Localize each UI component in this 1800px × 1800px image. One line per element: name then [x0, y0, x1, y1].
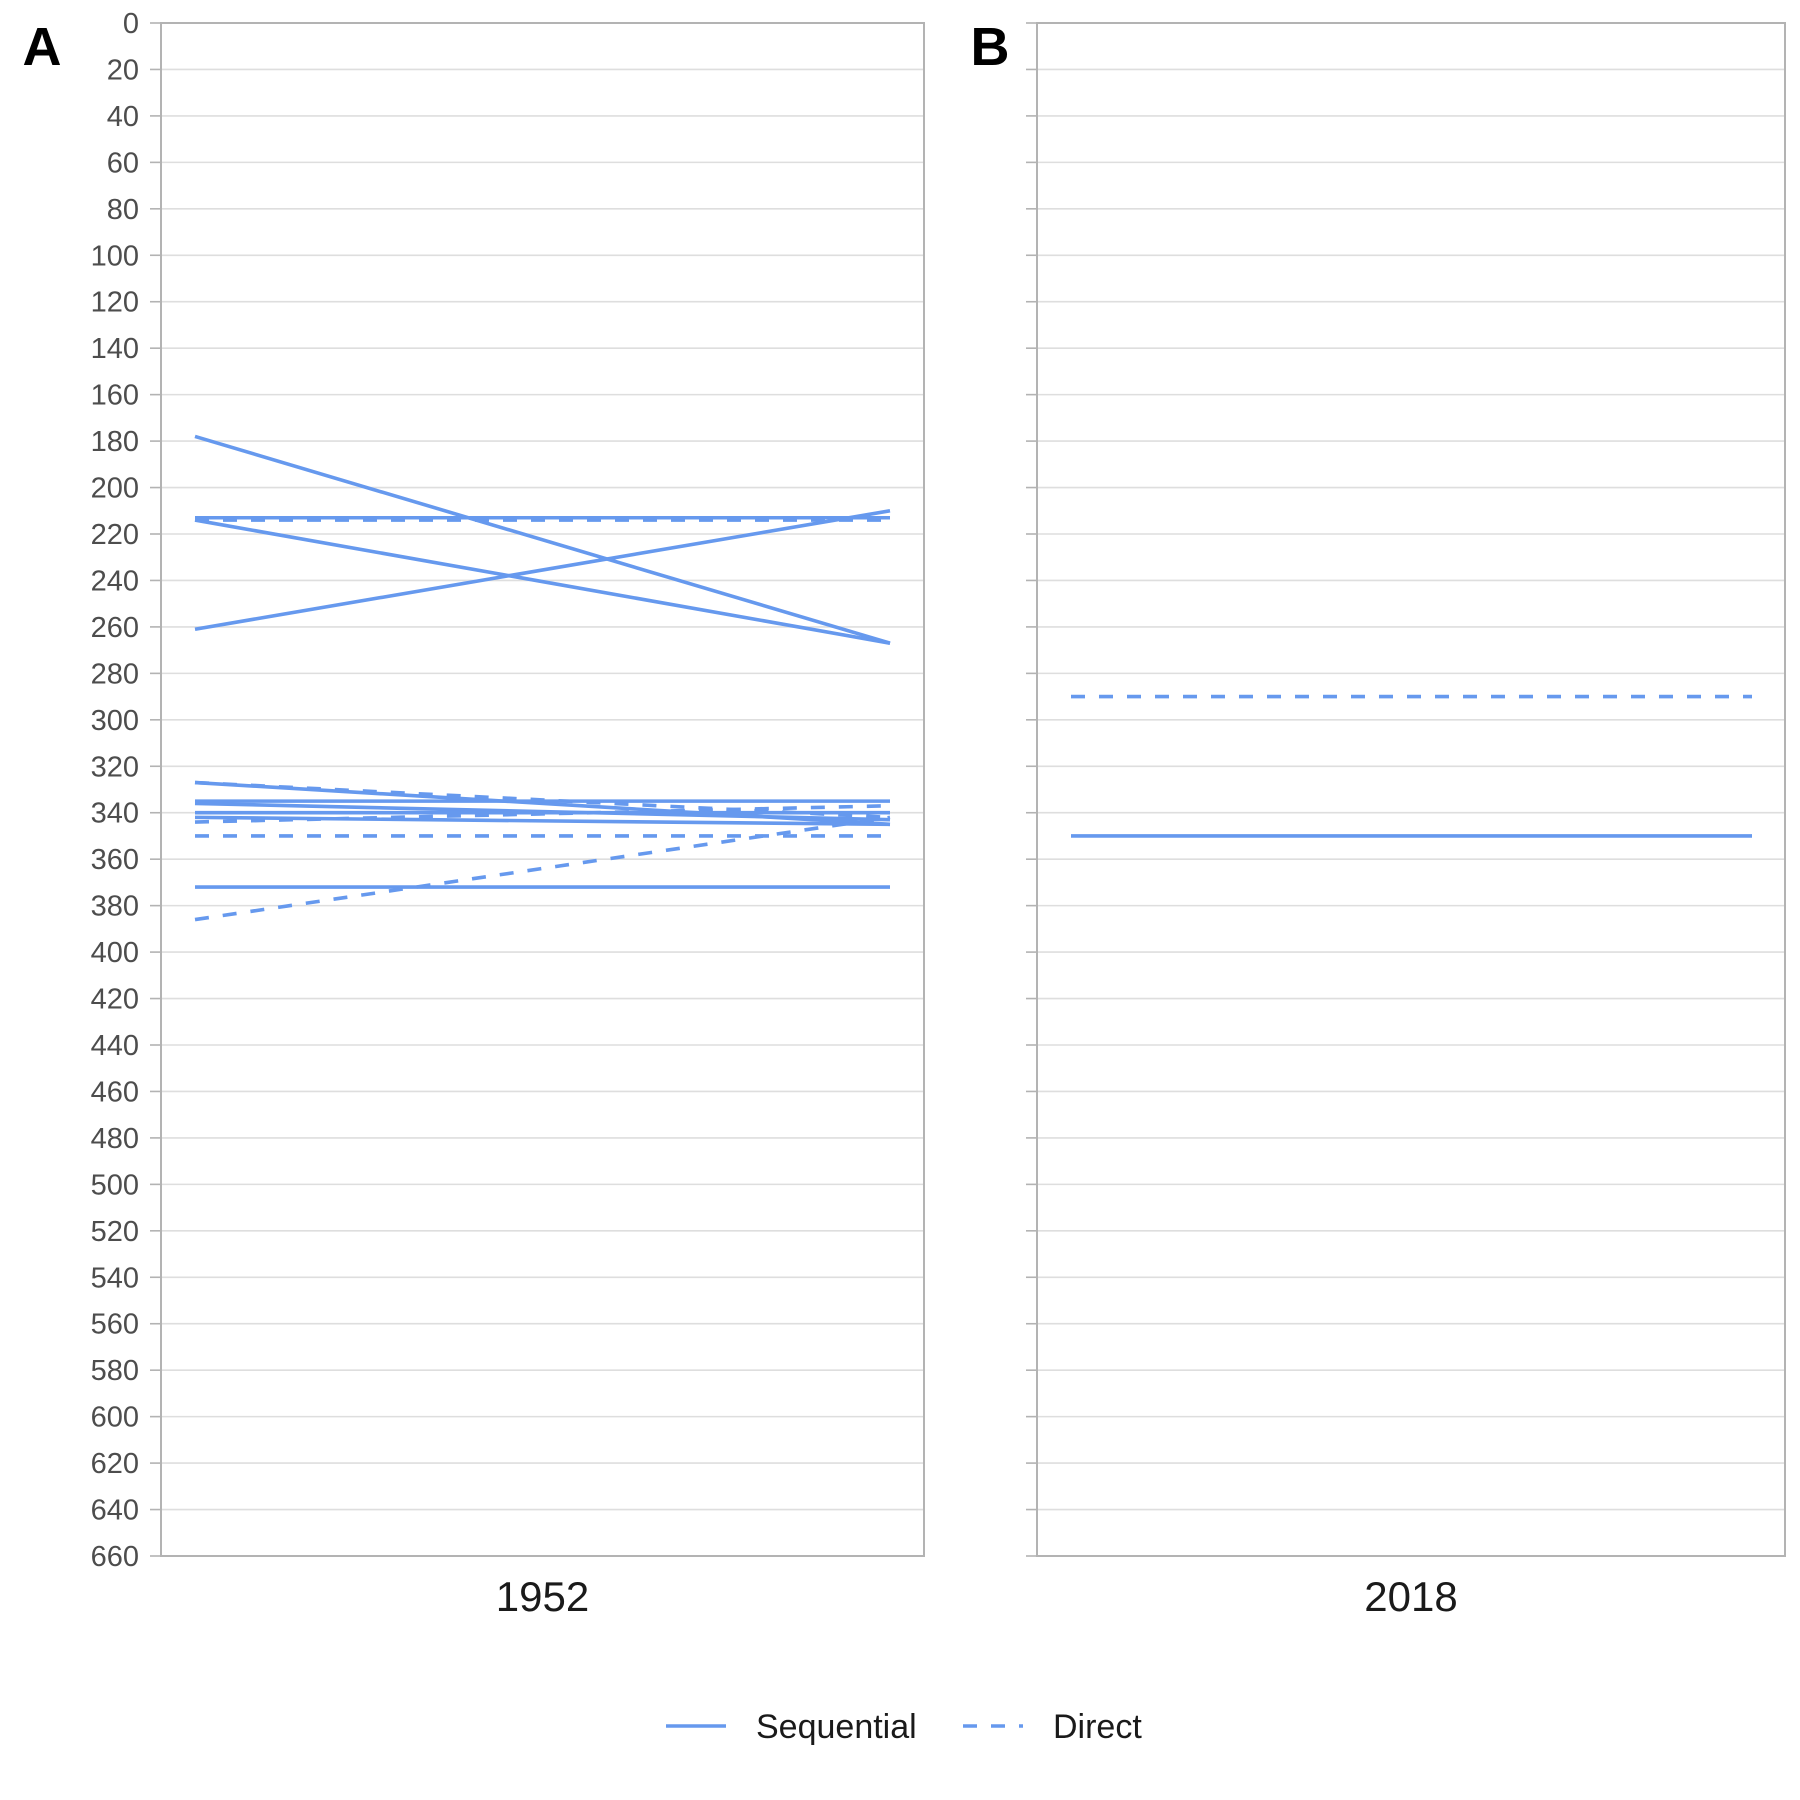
- panel-a-y-tick-label: 460: [91, 1076, 139, 1108]
- panel-a-y-tick-label: 360: [91, 844, 139, 876]
- panel-a-y-tick-label: 140: [91, 333, 139, 365]
- panel-a-y-tick-label: 40: [107, 101, 139, 133]
- panel-a-y-tick-label: 160: [91, 380, 139, 412]
- panel-a-y-tick-label: 80: [107, 194, 139, 226]
- panel-a-tag: A: [23, 17, 62, 77]
- panel-a-y-tick-label: 560: [91, 1309, 139, 1341]
- panel-a-y-tick-label: 400: [91, 937, 139, 969]
- panel-b: 2018 B: [971, 17, 1786, 1620]
- panel-a-y-tick-label: 60: [107, 147, 139, 179]
- panel-a-y-tick-label: 340: [91, 798, 139, 830]
- panel-a-y-tick-label: 280: [91, 658, 139, 690]
- panel-a-frame: [160, 22, 925, 1557]
- panel-a-y-tick-label: 640: [91, 1495, 139, 1527]
- panel-a-y-tick-label: 620: [91, 1448, 139, 1480]
- panel-a-x-category: 1952: [496, 1573, 589, 1620]
- panel-a-y-tick-label: 300: [91, 705, 139, 737]
- panel-a-y-tick-label: 380: [91, 891, 139, 923]
- panel-a-y-tick-label: 200: [91, 473, 139, 505]
- panel-b-frame: [1036, 22, 1786, 1557]
- panel-a-y-tick-label: 100: [91, 240, 139, 272]
- panel-a: 0 20 40 60 80 100 120 140 160 180 200 220 240 260 280 3…: [23, 8, 925, 1620]
- panel-b-tag: B: [971, 17, 1010, 77]
- panel-a-y-tick-label: 500: [91, 1169, 139, 1201]
- panel-a-y-tick-label: 540: [91, 1262, 139, 1294]
- panel-a-sequential-line: [194, 518, 891, 645]
- panel-a-y-tick-label: 20: [107, 54, 139, 86]
- panel-a-y-tick-label: 320: [91, 751, 139, 783]
- panel-a-y-tick-label: 120: [91, 287, 139, 319]
- panel-a-y-tick-label: 220: [91, 519, 139, 551]
- panel-a-y-tick-label: 600: [91, 1402, 139, 1434]
- panel-b-x-category: 2018: [1364, 1573, 1457, 1620]
- panel-a-sequential-line: [194, 508, 891, 632]
- panel-a-y-tick-label: 660: [91, 1541, 139, 1573]
- panel-a-y-tick-label: 480: [91, 1123, 139, 1155]
- panel-a-y-tick-label: 520: [91, 1216, 139, 1248]
- panel-a-y-tick-label: 0: [123, 8, 139, 40]
- panel-a-direct-line: [194, 803, 891, 824]
- panel-a-direct-line: [194, 815, 891, 922]
- panel-a-y-tick-label: 240: [91, 565, 139, 597]
- legend-label-direct: Direct: [1053, 1708, 1142, 1746]
- panel-a-y-tick-label: 180: [91, 426, 139, 458]
- legend: Sequential Direct: [666, 1708, 1142, 1746]
- panel-a-y-tick-label: 420: [91, 984, 139, 1016]
- panel-a-sequential-line: [194, 434, 891, 645]
- legend-label-sequential: Sequential: [756, 1708, 917, 1746]
- panel-a-y-tick-label: 260: [91, 612, 139, 644]
- panel-a-y-tick-label: 440: [91, 1030, 139, 1062]
- panel-a-y-tick-label: 580: [91, 1355, 139, 1387]
